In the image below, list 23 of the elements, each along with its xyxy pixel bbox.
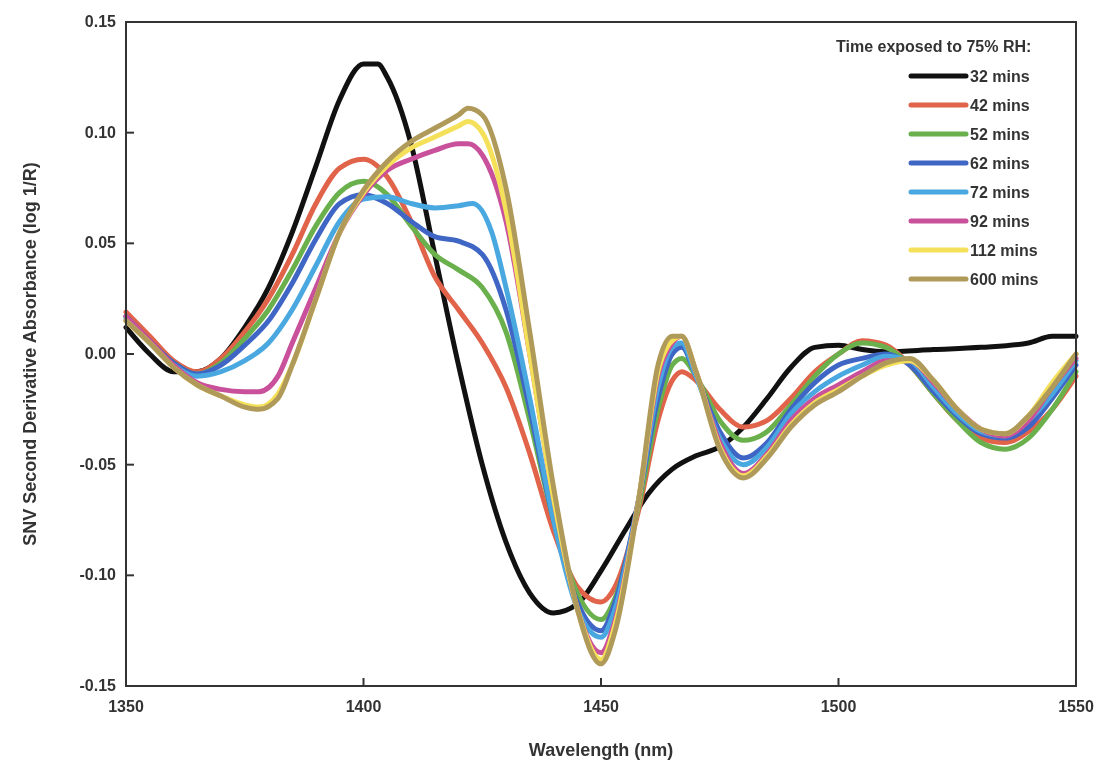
x-tick-label: 1500 [820, 698, 857, 715]
y-tick-label: 0.05 [84, 234, 117, 252]
legend-label: 32 mins [970, 68, 1030, 85]
x-tick-label: 1550 [1058, 698, 1094, 715]
legend-label: 62 mins [970, 155, 1030, 172]
y-tick-label: 0.00 [84, 345, 117, 362]
y-tick-label: -0.10 [79, 566, 117, 584]
y-axis-title: SNV Second Derivative Absorbance (log 1/R) [20, 162, 40, 546]
legend-title: Time exposed to 75% RH: [836, 38, 1032, 55]
x-tick-label: 1400 [345, 698, 382, 715]
y-tick-label: -0.05 [79, 455, 117, 473]
y-tick-label: 0.10 [84, 123, 117, 141]
legend-label: 52 mins [970, 126, 1030, 143]
legend-label: 72 mins [970, 184, 1030, 201]
x-tick-label: 1450 [583, 698, 619, 715]
legend-label: 42 mins [970, 97, 1030, 114]
y-tick-label: 0.15 [84, 13, 117, 30]
legend-label: 600 mins [970, 271, 1039, 288]
legend-label: 112 mins [970, 242, 1038, 259]
x-axis-title: Wavelength (nm) [528, 740, 674, 760]
y-tick-label: -0.15 [79, 677, 117, 694]
x-tick-label: 1350 [108, 698, 144, 715]
legend-label: 92 mins [970, 213, 1030, 230]
